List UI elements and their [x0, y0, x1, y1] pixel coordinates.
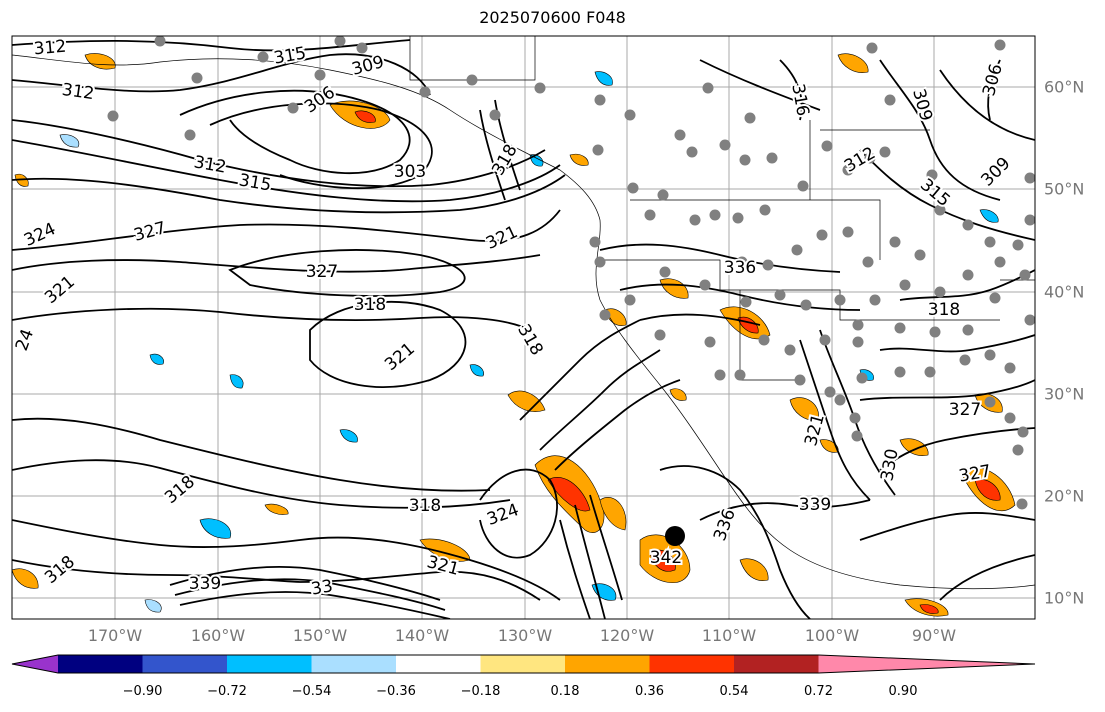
longitude-label: 110°W [701, 626, 757, 645]
latitude-label: 20°N [1044, 486, 1085, 506]
colorbar [11, 654, 1036, 674]
latitude-label: 50°N [1044, 179, 1085, 199]
contour-label: 318 [409, 496, 441, 516]
colorbar-segment [227, 655, 312, 673]
colorbar-segment [565, 655, 650, 673]
contour-label: 342 [650, 548, 682, 568]
colorbar-segment [311, 655, 397, 673]
longitude-label: 90°W [911, 626, 957, 645]
contour-label: 327 [949, 400, 981, 420]
longitude-label: 170°W [87, 626, 143, 645]
colorbar-segment [649, 655, 735, 673]
longitude-label: 160°W [190, 626, 246, 645]
storm-center-marker [665, 526, 685, 546]
latitude-label: 40°N [1044, 282, 1085, 302]
colorbar-tick-label: −0.54 [291, 684, 332, 699]
colorbar-segment [396, 655, 481, 673]
colorbar-tick-label: 0.90 [888, 684, 918, 699]
longitude-label: 140°W [394, 626, 450, 645]
colorbar-segment [142, 655, 228, 673]
contour-label: 327 [306, 262, 338, 282]
shaded-field-positive [12, 53, 1016, 617]
station-markers [107, 36, 1035, 510]
colorbar-tick-label: −0.90 [122, 684, 163, 699]
contour-label: 33 [310, 576, 335, 599]
contour-label: 312 [33, 37, 67, 60]
contour-label: 303 [394, 162, 426, 182]
longitude-label: 100°W [804, 626, 860, 645]
contour-lines [12, 39, 1035, 619]
colorbar-tick-label: 0.72 [804, 684, 833, 699]
longitude-label: 130°W [497, 626, 553, 645]
map-title: 2025070600 F048 [479, 8, 626, 27]
contour-label: 339 [189, 574, 221, 594]
colorbar-extend-min [12, 655, 58, 673]
colorbar-tick-label: −0.72 [207, 684, 247, 699]
latitude-label: 30°N [1044, 384, 1085, 404]
colorbar-tick-label: −0.18 [460, 684, 501, 699]
contour-label: 339 [799, 495, 831, 515]
colorbar-tick-label: 0.54 [719, 684, 749, 699]
longitude-label: 150°W [292, 626, 348, 645]
contour-label: 336 [724, 258, 756, 278]
colorbar-segment [58, 655, 143, 673]
contour-label: 318 [354, 295, 386, 315]
colorbar-tick-label: −0.36 [376, 684, 416, 699]
contour-label: 312 [61, 80, 96, 104]
latitude-label: 60°N [1044, 77, 1085, 97]
colorbar-outline [11, 654, 1036, 674]
colorbar-segment [480, 655, 566, 673]
colorbar-segment [734, 655, 819, 673]
longitude-label: 120°W [599, 626, 655, 645]
colorbar-tick-label: 0.18 [550, 684, 580, 699]
shaded-field-negative [59, 71, 999, 613]
contour-label: 318 [928, 300, 960, 320]
colorbar-tick-label: 0.36 [635, 684, 664, 699]
latitude-label: 10°N [1044, 588, 1085, 608]
colorbar-extend-max [818, 655, 1035, 673]
